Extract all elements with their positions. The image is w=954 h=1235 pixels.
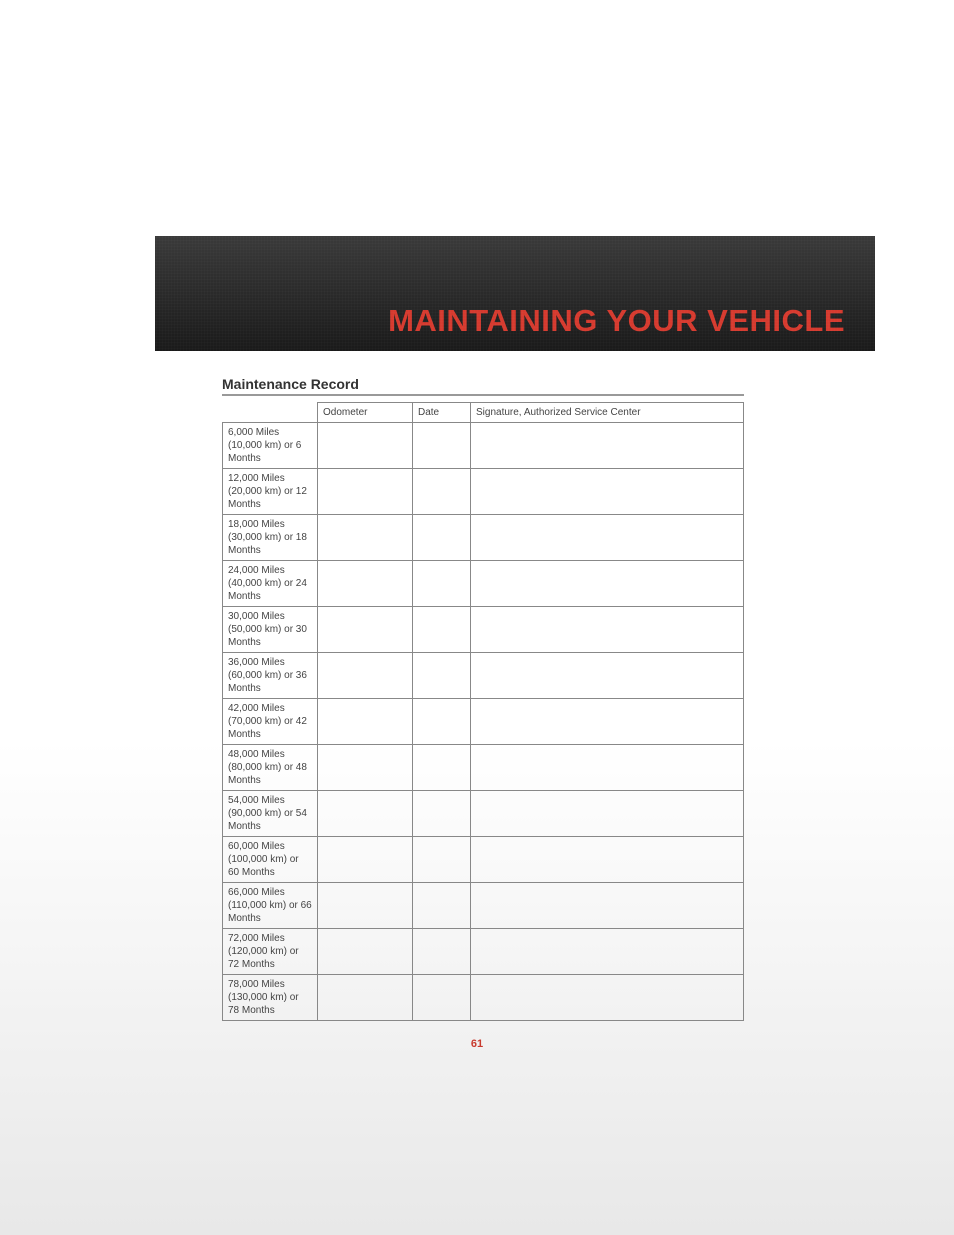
- interval-cell: 54,000 Miles (90,000 km) or 54 Months: [223, 791, 318, 837]
- page: MAINTAINING YOUR VEHICLE Maintenance Rec…: [0, 0, 954, 1235]
- table-row: 36,000 Miles (60,000 km) or 36 Months: [223, 653, 744, 699]
- table-row: 6,000 Miles (10,000 km) or 6 Months: [223, 423, 744, 469]
- interval-cell: 78,000 Miles (130,000 km) or 78 Months: [223, 975, 318, 1021]
- top-margin: [0, 0, 954, 118]
- signature-cell: [471, 745, 744, 791]
- col-date: Date: [413, 403, 471, 423]
- table-header-row: Odometer Date Signature, Authorized Serv…: [223, 403, 744, 423]
- odometer-cell: [318, 975, 413, 1021]
- table-row: 72,000 Miles (120,000 km) or 72 Months: [223, 929, 744, 975]
- odometer-cell: [318, 699, 413, 745]
- odometer-cell: [318, 515, 413, 561]
- table-row: 54,000 Miles (90,000 km) or 54 Months: [223, 791, 744, 837]
- interval-cell: 18,000 Miles (30,000 km) or 18 Months: [223, 515, 318, 561]
- odometer-cell: [318, 561, 413, 607]
- page-number: 61: [471, 1038, 483, 1050]
- interval-cell: 30,000 Miles (50,000 km) or 30 Months: [223, 607, 318, 653]
- section-title: Maintenance Record: [222, 376, 744, 396]
- col-signature: Signature, Authorized Service Center: [471, 403, 744, 423]
- signature-cell: [471, 561, 744, 607]
- interval-cell: 48,000 Miles (80,000 km) or 48 Months: [223, 745, 318, 791]
- date-cell: [413, 423, 471, 469]
- date-cell: [413, 929, 471, 975]
- table-row: 60,000 Miles (100,000 km) or 60 Months: [223, 837, 744, 883]
- signature-cell: [471, 469, 744, 515]
- header-band: MAINTAINING YOUR VEHICLE: [155, 236, 875, 351]
- interval-cell: 12,000 Miles (20,000 km) or 12 Months: [223, 469, 318, 515]
- interval-cell: 60,000 Miles (100,000 km) or 60 Months: [223, 837, 318, 883]
- odometer-cell: [318, 469, 413, 515]
- interval-cell: 6,000 Miles (10,000 km) or 6 Months: [223, 423, 318, 469]
- odometer-cell: [318, 837, 413, 883]
- signature-cell: [471, 699, 744, 745]
- col-odometer: Odometer: [318, 403, 413, 423]
- odometer-cell: [318, 607, 413, 653]
- table-row: 66,000 Miles (110,000 km) or 66 Months: [223, 883, 744, 929]
- signature-cell: [471, 883, 744, 929]
- odometer-cell: [318, 653, 413, 699]
- table-body: 6,000 Miles (10,000 km) or 6 Months 12,0…: [223, 423, 744, 1021]
- signature-cell: [471, 607, 744, 653]
- date-cell: [413, 745, 471, 791]
- date-cell: [413, 975, 471, 1021]
- interval-cell: 36,000 Miles (60,000 km) or 36 Months: [223, 653, 318, 699]
- interval-cell: 72,000 Miles (120,000 km) or 72 Months: [223, 929, 318, 975]
- odometer-cell: [318, 883, 413, 929]
- odometer-cell: [318, 929, 413, 975]
- odometer-cell: [318, 423, 413, 469]
- maintenance-table: Odometer Date Signature, Authorized Serv…: [222, 402, 744, 1021]
- signature-cell: [471, 423, 744, 469]
- odometer-cell: [318, 745, 413, 791]
- date-cell: [413, 837, 471, 883]
- content-area: Maintenance Record Odometer Date Signatu…: [0, 351, 954, 1021]
- table-row: 12,000 Miles (20,000 km) or 12 Months: [223, 469, 744, 515]
- date-cell: [413, 653, 471, 699]
- signature-cell: [471, 975, 744, 1021]
- table-row: 24,000 Miles (40,000 km) or 24 Months: [223, 561, 744, 607]
- table-row: 78,000 Miles (130,000 km) or 78 Months: [223, 975, 744, 1021]
- page-title: MAINTAINING YOUR VEHICLE: [388, 303, 845, 339]
- interval-cell: 66,000 Miles (110,000 km) or 66 Months: [223, 883, 318, 929]
- signature-cell: [471, 791, 744, 837]
- table-row: 18,000 Miles (30,000 km) or 18 Months: [223, 515, 744, 561]
- date-cell: [413, 791, 471, 837]
- date-cell: [413, 469, 471, 515]
- table-row: 42,000 Miles (70,000 km) or 42 Months: [223, 699, 744, 745]
- date-cell: [413, 561, 471, 607]
- col-interval: [223, 403, 318, 423]
- date-cell: [413, 515, 471, 561]
- signature-cell: [471, 929, 744, 975]
- interval-cell: 24,000 Miles (40,000 km) or 24 Months: [223, 561, 318, 607]
- date-cell: [413, 883, 471, 929]
- interval-cell: 42,000 Miles (70,000 km) or 42 Months: [223, 699, 318, 745]
- table-row: 30,000 Miles (50,000 km) or 30 Months: [223, 607, 744, 653]
- signature-cell: [471, 837, 744, 883]
- signature-cell: [471, 515, 744, 561]
- signature-cell: [471, 653, 744, 699]
- table-row: 48,000 Miles (80,000 km) or 48 Months: [223, 745, 744, 791]
- odometer-cell: [318, 791, 413, 837]
- date-cell: [413, 607, 471, 653]
- date-cell: [413, 699, 471, 745]
